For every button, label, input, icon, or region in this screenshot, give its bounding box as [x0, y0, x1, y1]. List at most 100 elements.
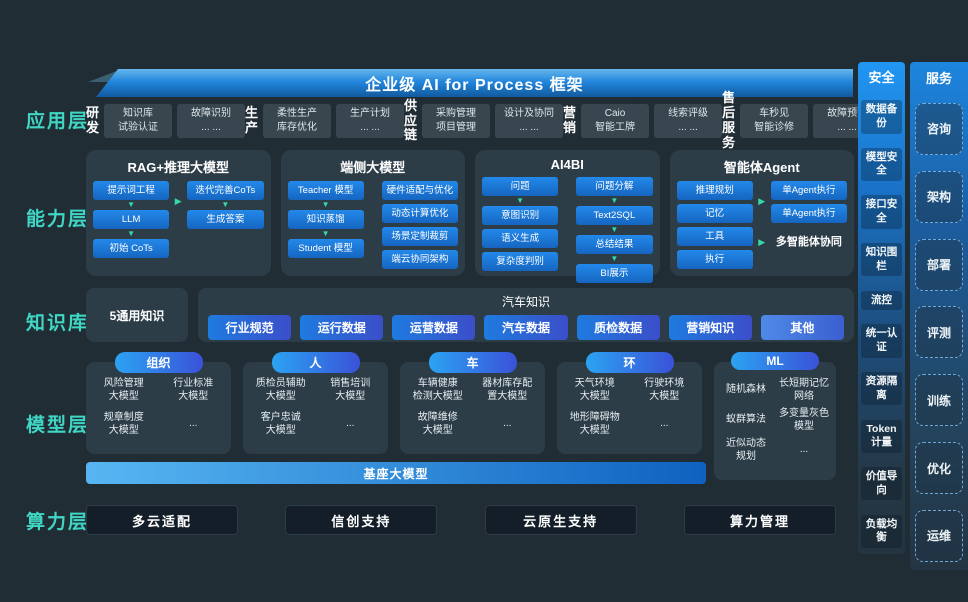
capability-panel: AI4BI 问题 ▼ 意图识别 语义生成 复杂度判别 问题分解 ▼ Text2SQL ▼ 总结结果 ▼… — [475, 150, 660, 283]
app-feature-line: 线索评级 — [668, 108, 709, 119]
model-item: 器材库存配 置大模型 — [482, 378, 533, 402]
capability-layer-row: RAG+推理大模型 提示词工程 ▼ LLM ▼ 初始 CoTs ▶ 迭代完善CoTs ▼ 生成答案… — [86, 150, 854, 283]
compute-layer-row: 多云适配 信创支持 云原生支持 算力管理 — [86, 505, 836, 535]
down-arrow-icon: ▼ — [610, 254, 619, 263]
security-item: 接口安全 — [861, 195, 902, 229]
capability-box: 迭代完善CoTs — [187, 181, 264, 200]
model-group-grid: 天气环境 大模型 行驶环境 大模型 地形障碍物 大模型... — [557, 374, 702, 441]
app-feature-line: 车秒见 — [759, 108, 790, 119]
security-item: 流控 — [861, 290, 902, 311]
knowledge-pill: 运营数据 — [392, 315, 476, 340]
security-item: 数据备份 — [861, 100, 902, 134]
model-item: 客户忠诚 大模型 — [260, 412, 301, 436]
app-feature-line: ... ... — [360, 122, 380, 133]
model-group: ML 随机森林 长短期记忆 网络 蚁群算法 多变量灰色 模型 近似动态 规划... — [714, 352, 836, 480]
capability-column: Teacher 模型 ▼ 知识蒸馏 ▼ Student 模型 — [287, 181, 364, 269]
security-item: 资源隔离 — [861, 372, 902, 406]
compute-block: 云原生支持 — [484, 505, 637, 535]
application-layer-row: 研发 知识库 试验认证 故障识别... ... 生产 柔性生产 库存优化 生产计划... ..… — [86, 90, 882, 150]
security-column: 安全 数据备份 模型安全 接口安全 知识围栏 流控 统一认证 资源隔离 Token计量 价值导向… — [858, 62, 905, 554]
security-item: 统一认证 — [861, 324, 902, 358]
right-arrow-icon: ▶ — [758, 196, 766, 206]
down-arrow-icon: ▼ — [610, 196, 619, 205]
connector-arrows: ▶ — [171, 181, 185, 269]
model-item: 近似动态 规划 — [726, 438, 766, 462]
multi-agent-label: 多智能体协同 — [775, 236, 842, 248]
down-arrow-icon: ▼ — [610, 225, 619, 234]
knowledge-pill: 汽车数据 — [484, 315, 568, 340]
capability-box: 端云协同架构 — [381, 250, 458, 269]
app-domain-label: 研发 — [86, 105, 100, 135]
layer-label-knowledge: 知识库 — [26, 313, 90, 334]
service-item: 优化 — [915, 442, 963, 495]
app-feature-line: 知识库 — [123, 108, 154, 119]
app-domain-label: 营销 — [563, 105, 577, 135]
app-feature-line: ... ... — [519, 122, 539, 133]
capability-panel-title: RAG+推理大模型 — [127, 160, 229, 175]
layer-label-capability: 能力层 — [26, 209, 90, 230]
model-item: 多变量灰色 模型 — [779, 408, 829, 432]
security-item: Token计量 — [861, 419, 902, 453]
security-item: 负载均衡 — [861, 514, 902, 548]
capability-box: 动态计算优化 — [381, 204, 458, 223]
knowledge-pill: 运行数据 — [300, 315, 384, 340]
capability-box: LLM — [93, 210, 170, 229]
app-feature-box: 知识库 试验认证 — [104, 104, 173, 138]
capability-panel-title: AI4BI — [550, 157, 584, 172]
model-item: 地形障碍物 大模型 — [569, 412, 620, 436]
capability-panel-body: 提示词工程 ▼ LLM ▼ 初始 CoTs ▶ 迭代完善CoTs ▼ 生成答案 — [93, 181, 264, 269]
model-group-grid: 质检员辅助 大模型 销售培训 大模型 客户忠诚 大模型... — [243, 374, 388, 441]
foundation-model-bar: 基座大模型 — [86, 462, 706, 484]
capability-box: 复杂度判别 — [482, 252, 559, 271]
app-feature-box: 柔性生产 库存优化 — [263, 104, 332, 138]
down-arrow-icon: ▼ — [127, 200, 136, 209]
security-item: 模型安全 — [861, 147, 902, 182]
service-column-title: 服务 — [925, 71, 952, 86]
capability-box: 问题 — [482, 177, 559, 196]
capability-panel: 智能体Agent 推理规划 记忆 工具 执行 ▶ ▶ 单Agent执行 单Agent执行 多智能体… — [669, 150, 854, 276]
capability-box: 生成答案 — [187, 210, 264, 229]
capability-box: 推理规划 — [676, 181, 753, 200]
model-group-header: 环 — [585, 352, 674, 373]
app-feature-line: 智能工牌 — [595, 122, 636, 133]
model-group-header: ML — [731, 352, 819, 370]
knowledge-pill: 质检数据 — [576, 315, 660, 340]
connector-arrows — [366, 181, 380, 269]
service-item: 部署 — [915, 238, 963, 291]
knowledge-pill: 其他 — [760, 315, 844, 340]
capability-box: 初始 CoTs — [93, 239, 170, 258]
app-feature-line: 设计及协同 — [504, 108, 555, 119]
service-column: 服务 咨询 架构 部署 评测 训练 优化 运维 — [910, 62, 968, 570]
app-domain-cluster: 研发 知识库 试验认证 故障识别... ... — [86, 104, 246, 138]
model-item: 天气环境 大模型 — [574, 378, 615, 402]
model-item: 销售培训 大模型 — [330, 378, 371, 402]
compute-block: 信创支持 — [285, 505, 438, 535]
app-feature-line: 柔性生产 — [277, 108, 318, 119]
app-feature-line: 项目管理 — [436, 122, 477, 133]
model-item: 规章制度 大模型 — [103, 412, 144, 436]
capability-panel-body: 问题 ▼ 意图识别 语义生成 复杂度判别 问题分解 ▼ Text2SQL ▼ 总结结果 ▼ BI展示 — [482, 177, 653, 283]
capability-column: 硬件适配与优化 动态计算优化 场景定制裁剪 端云协同架构 — [381, 181, 458, 269]
layer-label-application: 应用层 — [26, 111, 90, 132]
capability-panel-title: 端侧大模型 — [340, 160, 406, 175]
capability-box: Teacher 模型 — [287, 181, 364, 200]
model-group: 环天气环境 大模型 行驶环境 大模型 地形障碍物 大模型... — [557, 352, 702, 454]
app-feature-line: ... ... — [837, 122, 857, 133]
model-item: ... — [799, 444, 809, 456]
app-feature-line: ... ... — [201, 122, 221, 133]
capability-column: 推理规划 记忆 工具 执行 — [676, 181, 753, 269]
capability-box: 硬件适配与优化 — [381, 181, 458, 200]
model-group: 车车辆健康 检测大模型 器材库存配 置大模型 故障维修 大模型... — [400, 352, 545, 454]
app-feature-line: Caio — [604, 108, 626, 119]
model-item: 风险管理 大模型 — [103, 378, 144, 402]
down-arrow-icon: ▼ — [321, 200, 330, 209]
app-domain-cluster: 售后服务 车秒见 智能诊修 故障预警... ... — [722, 90, 882, 151]
app-feature-line: 采购管理 — [436, 108, 477, 119]
capability-panel-title: 智能体Agent — [723, 160, 800, 175]
security-column-title: 安全 — [868, 70, 895, 85]
model-item: 故障维修 大模型 — [417, 412, 458, 436]
compute-block: 多云适配 — [86, 505, 238, 535]
app-feature-box: 采购管理 项目管理 — [422, 104, 491, 138]
capability-panel-body: 推理规划 记忆 工具 执行 ▶ ▶ 单Agent执行 单Agent执行 多智能体协同 — [676, 181, 847, 269]
